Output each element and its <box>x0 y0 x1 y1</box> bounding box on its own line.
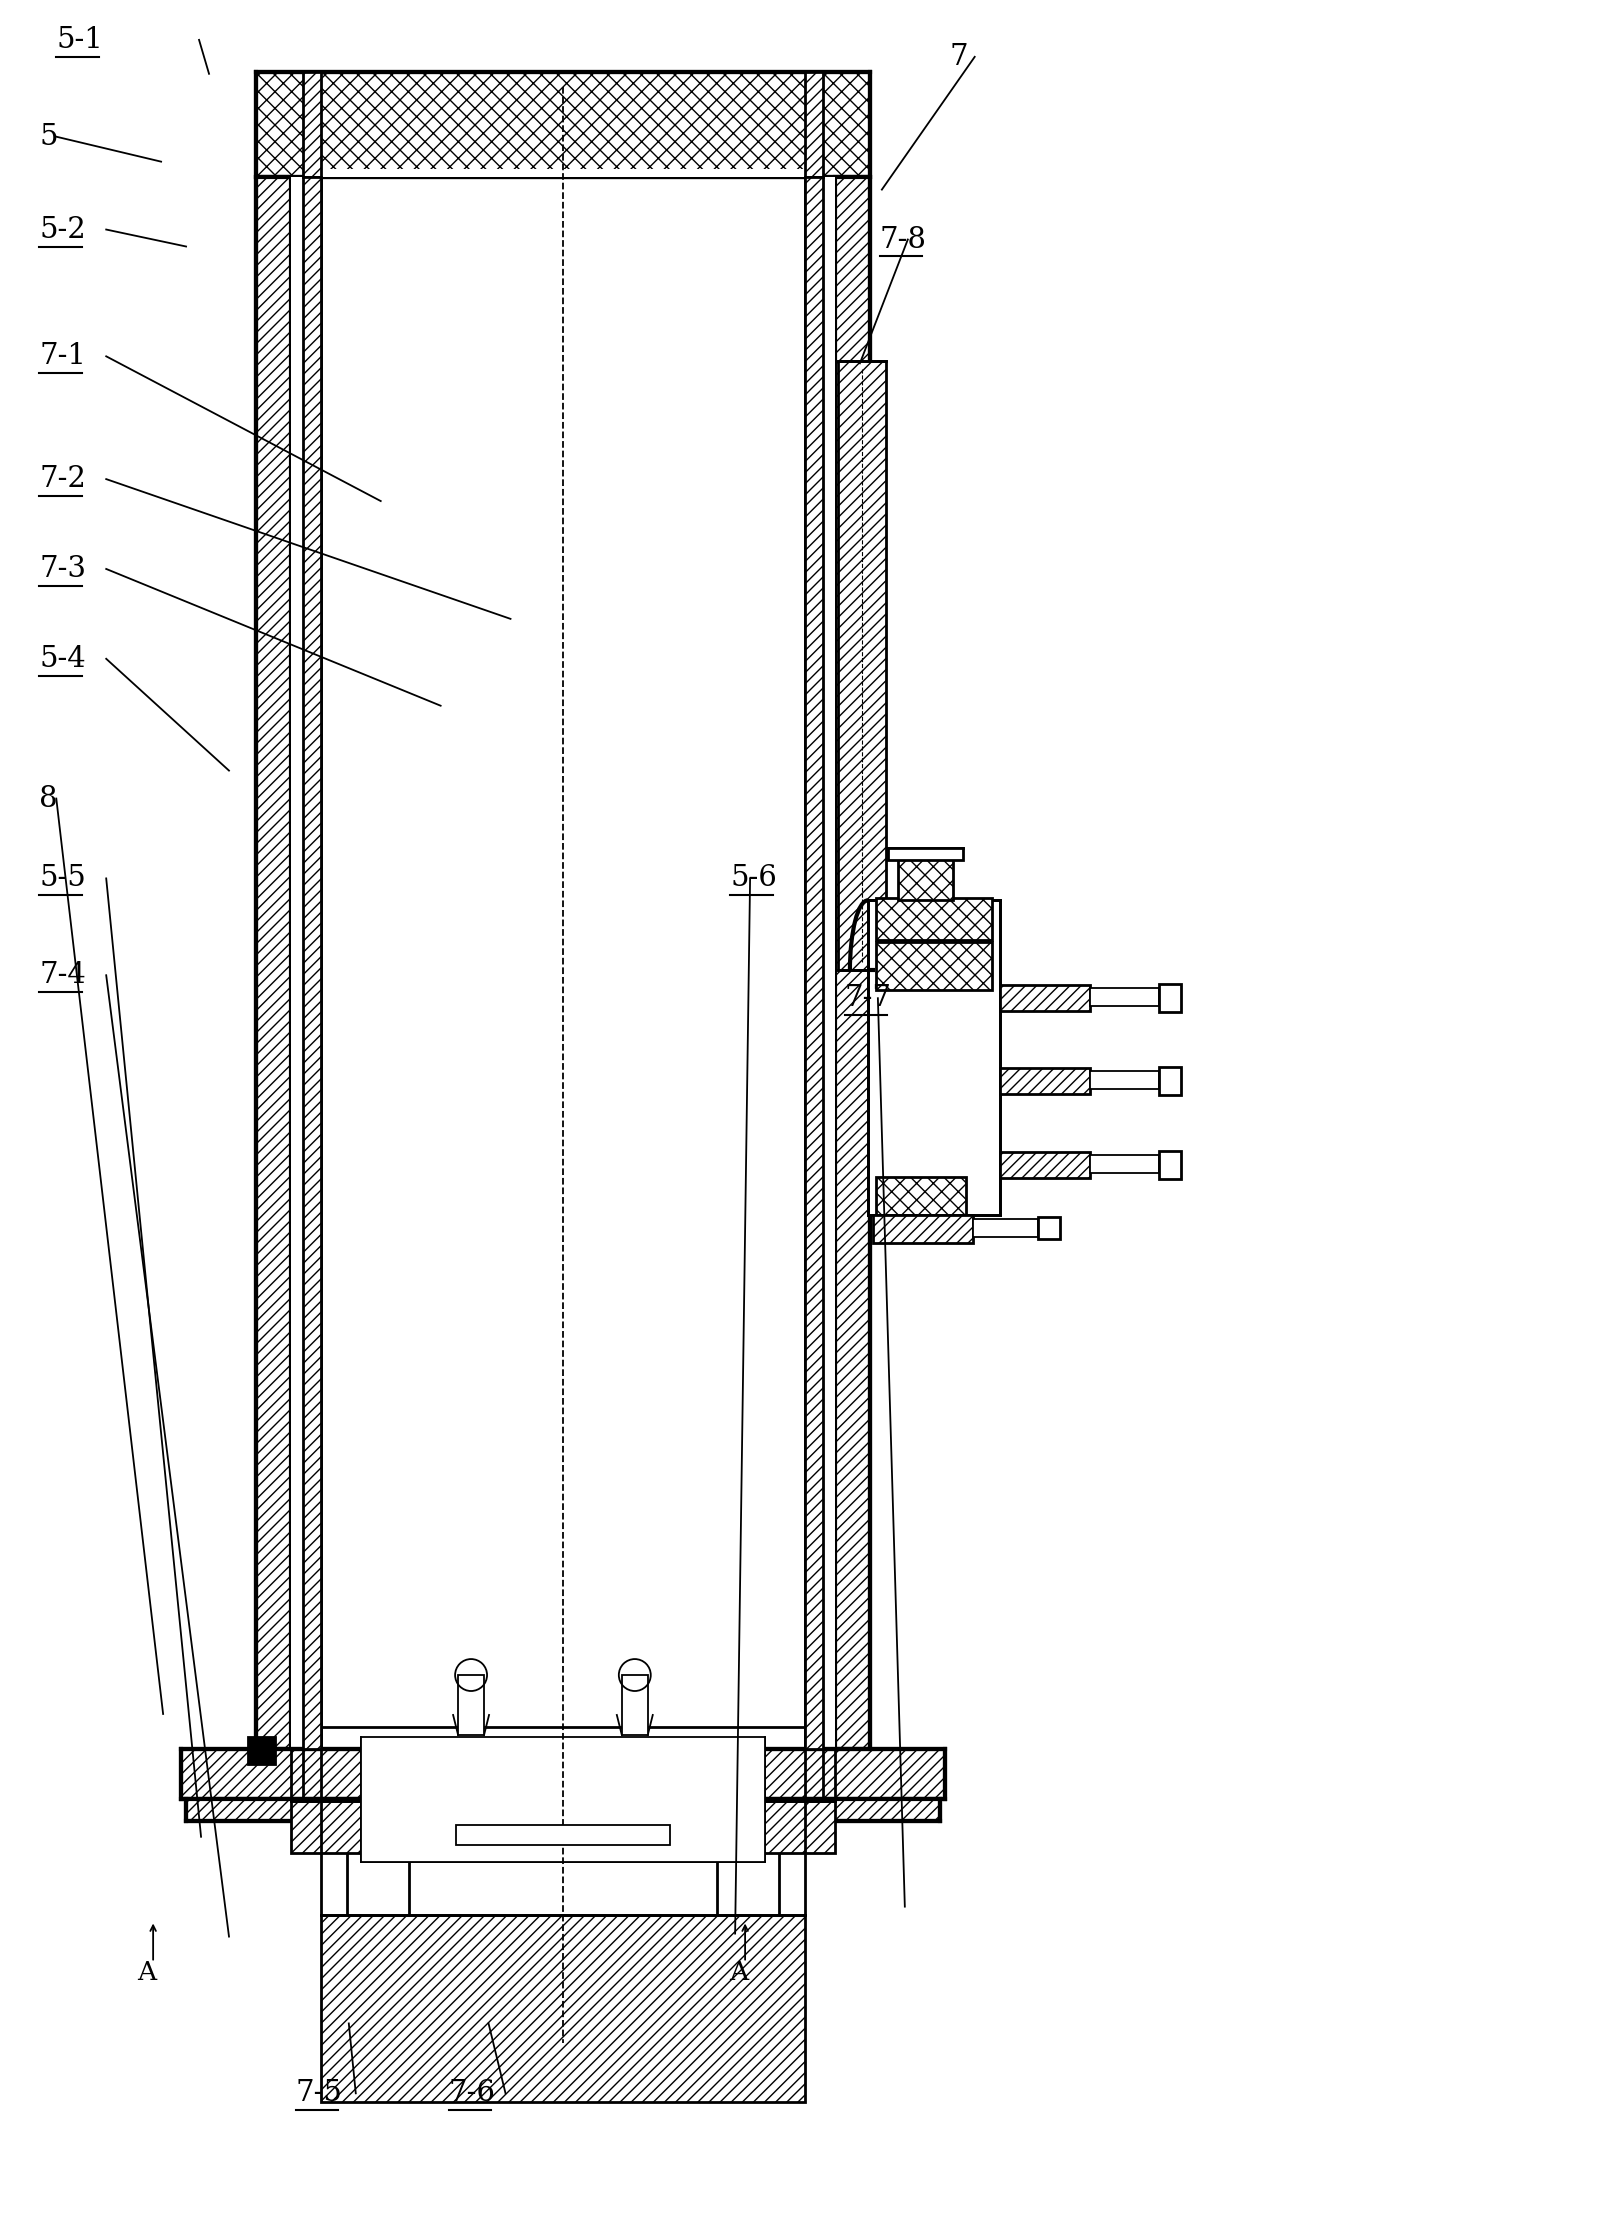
Bar <box>256 177 291 1750</box>
Bar <box>716 1969 779 2087</box>
Bar <box>291 177 303 1750</box>
Bar <box>361 1737 765 1862</box>
Text: 5-2: 5-2 <box>39 215 85 244</box>
Bar <box>320 177 805 1750</box>
Text: 7-1: 7-1 <box>39 342 87 371</box>
Bar <box>1090 1071 1159 1088</box>
Bar <box>303 72 320 177</box>
Bar <box>898 858 953 901</box>
Bar <box>303 168 823 177</box>
Bar <box>836 177 869 1750</box>
Bar <box>876 898 992 941</box>
Text: 5-6: 5-6 <box>729 865 778 892</box>
Text: 5: 5 <box>39 123 58 150</box>
Text: 8: 8 <box>39 784 58 814</box>
Bar <box>1090 1155 1159 1173</box>
Bar <box>621 1674 647 1734</box>
Bar <box>291 177 836 1750</box>
Bar <box>348 1969 409 2087</box>
Bar <box>868 901 1000 1216</box>
Bar <box>1159 983 1182 1012</box>
Bar <box>187 1799 940 1822</box>
Text: 5-1: 5-1 <box>56 27 103 54</box>
Bar <box>1159 1151 1182 1178</box>
Text: 7-6: 7-6 <box>449 2079 496 2108</box>
Text: 7-4: 7-4 <box>39 961 87 990</box>
Bar <box>1159 1066 1182 1095</box>
Bar <box>291 1801 836 1853</box>
Bar <box>805 177 823 1750</box>
Bar <box>1000 1151 1090 1178</box>
Text: 5-5: 5-5 <box>39 865 85 892</box>
Text: A: A <box>137 1960 156 1985</box>
Text: 7-5: 7-5 <box>296 2079 343 2108</box>
Bar <box>256 72 869 177</box>
Text: 5-4: 5-4 <box>39 644 85 673</box>
Bar <box>256 72 869 1750</box>
Text: 7-8: 7-8 <box>881 226 927 253</box>
Bar <box>972 1218 1037 1236</box>
Bar <box>303 177 320 1750</box>
Text: A: A <box>729 1960 749 1985</box>
Bar <box>1037 1216 1059 1238</box>
Bar <box>430 1822 696 1848</box>
Text: 7-3: 7-3 <box>39 554 87 583</box>
Bar <box>873 1216 972 1243</box>
Bar <box>180 1750 945 1799</box>
Bar <box>876 943 992 990</box>
Bar <box>823 177 836 1750</box>
Bar <box>320 1915 805 2103</box>
Bar <box>456 1824 670 1844</box>
Bar <box>459 1674 485 1734</box>
Bar <box>837 362 886 970</box>
Bar <box>1000 986 1090 1010</box>
Text: 7: 7 <box>950 42 968 72</box>
Bar <box>876 1178 966 1216</box>
Text: 7-2: 7-2 <box>39 465 87 494</box>
Bar <box>805 72 823 177</box>
Bar <box>887 849 963 860</box>
Bar <box>1090 988 1159 1006</box>
Bar <box>248 1737 275 1766</box>
Bar <box>1000 1068 1090 1095</box>
Text: 7-7: 7-7 <box>845 983 892 1012</box>
